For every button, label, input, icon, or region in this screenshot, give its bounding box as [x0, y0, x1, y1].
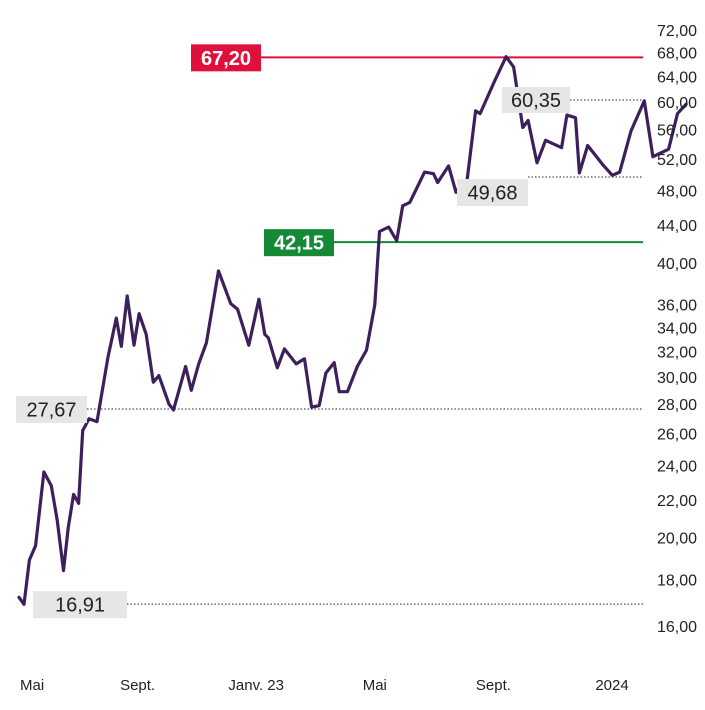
- y-tick-label: 52,00: [657, 152, 697, 169]
- y-tick-label: 48,00: [657, 184, 697, 201]
- y-axis: 72,00 68,00 64,00 60,00 56,00 52,00 48,00 44,00…: [657, 23, 697, 636]
- price-line: [17, 55, 688, 606]
- y-tick-label: 26,00: [657, 427, 697, 444]
- reference-label: 16,91: [55, 595, 105, 617]
- series-layer: [17, 55, 688, 606]
- reference-label-box: [264, 229, 334, 257]
- reference-label-box: [16, 395, 87, 423]
- y-tick-label: 16,00: [657, 619, 697, 636]
- reference-label: 42,15: [274, 233, 324, 255]
- reference-label-box: [191, 44, 261, 72]
- y-tick-label: 64,00: [657, 70, 697, 87]
- x-tick-label: Sept.: [120, 677, 155, 694]
- y-tick-label: 32,00: [657, 344, 697, 361]
- reference-label-box: [502, 86, 570, 113]
- y-tick-label: 40,00: [657, 256, 697, 273]
- reference-label: 60,35: [511, 90, 561, 112]
- y-tick-label: 28,00: [657, 397, 697, 414]
- y-tick-label: 24,00: [657, 458, 697, 475]
- y-tick-label: 68,00: [657, 46, 697, 63]
- y-tick-label: 36,00: [657, 298, 697, 315]
- reference-label-box: [457, 179, 528, 207]
- x-tick-label: Janv. 23: [228, 677, 284, 694]
- y-tick-label: 34,00: [657, 320, 697, 337]
- reference-label: 49,68: [467, 183, 517, 205]
- y-tick-label: 30,00: [657, 370, 697, 387]
- x-tick-label: Mai: [20, 677, 44, 694]
- reference-label: 27,67: [26, 399, 76, 421]
- y-tick-label: 22,00: [657, 493, 697, 510]
- reference-label-box: [33, 591, 127, 619]
- x-tick-label: Mai: [363, 677, 387, 694]
- y-tick-label: 20,00: [657, 531, 697, 548]
- y-tick-label: 56,00: [657, 123, 697, 140]
- x-tick-label: 2024: [595, 677, 628, 694]
- y-tick-label: 44,00: [657, 218, 697, 235]
- reference-lines: [87, 56, 643, 605]
- y-tick-label: 18,00: [657, 572, 697, 589]
- reference-label: 67,20: [201, 48, 251, 70]
- x-tick-label: Sept.: [476, 677, 511, 694]
- y-tick-label: 72,00: [657, 23, 697, 40]
- x-axis: Mai Sept. Janv. 23 Mai Sept. 2024: [20, 677, 629, 694]
- reference-labels: 67,20 42,15 27,67 16,91 60,35 49,68: [16, 44, 570, 619]
- y-tick-label: 60,00: [657, 95, 697, 112]
